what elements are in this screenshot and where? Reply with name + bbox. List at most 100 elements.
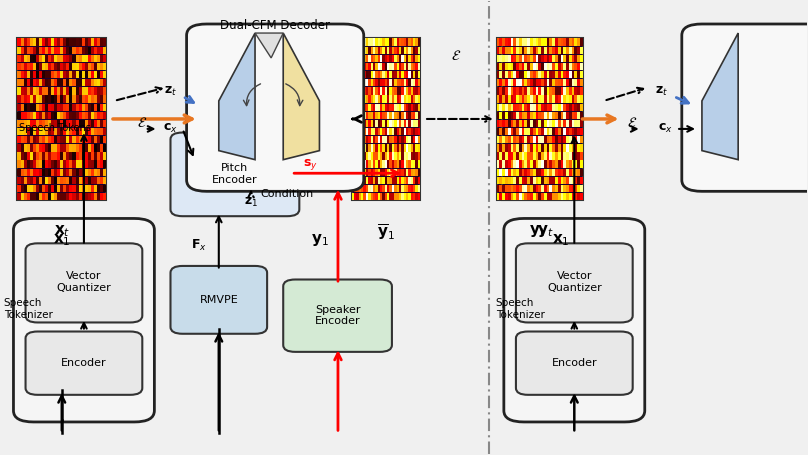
Bar	[375, 169, 377, 176]
Text: $\mathbf{x}_t$: $\mathbf{x}_t$	[53, 223, 70, 239]
Bar	[507, 144, 511, 152]
Bar	[499, 38, 502, 46]
Bar	[57, 87, 61, 95]
Bar	[513, 161, 516, 168]
Bar	[385, 120, 387, 127]
Bar	[561, 161, 563, 168]
Bar	[530, 185, 532, 192]
Bar	[513, 79, 516, 86]
Bar	[536, 193, 538, 200]
Bar	[69, 193, 73, 200]
Bar	[519, 144, 522, 152]
Bar	[561, 71, 563, 78]
Bar	[75, 38, 78, 46]
Bar	[555, 55, 558, 62]
Bar	[522, 96, 524, 103]
Bar	[566, 161, 569, 168]
Bar	[418, 152, 420, 160]
Bar	[403, 96, 406, 103]
Bar	[577, 177, 580, 184]
Bar	[351, 193, 354, 200]
Bar	[507, 71, 511, 78]
Bar	[82, 120, 85, 127]
Bar	[522, 111, 524, 119]
Bar	[546, 38, 549, 46]
Bar	[418, 161, 420, 168]
Bar	[522, 128, 524, 135]
Bar	[563, 38, 566, 46]
Bar	[541, 96, 544, 103]
Bar	[54, 87, 57, 95]
Bar	[563, 87, 566, 95]
Bar	[69, 152, 73, 160]
Bar	[516, 87, 519, 95]
Bar	[580, 111, 583, 119]
Bar	[511, 161, 513, 168]
Bar	[373, 161, 375, 168]
Bar	[566, 152, 569, 160]
Bar	[368, 96, 371, 103]
Bar	[78, 103, 82, 111]
Bar	[48, 193, 51, 200]
Bar	[566, 169, 569, 176]
Bar	[397, 185, 399, 192]
Bar	[522, 38, 524, 46]
Bar	[516, 169, 519, 176]
Bar	[519, 87, 522, 95]
Bar	[354, 152, 356, 160]
Bar	[569, 136, 571, 143]
Bar	[23, 144, 27, 152]
Bar	[356, 169, 359, 176]
Bar	[51, 55, 54, 62]
Bar	[371, 120, 373, 127]
Bar	[522, 120, 524, 127]
Bar	[552, 193, 555, 200]
Bar	[375, 152, 377, 160]
Bar	[566, 120, 569, 127]
Bar	[382, 38, 385, 46]
Bar	[63, 152, 66, 160]
Bar	[39, 71, 42, 78]
Bar	[57, 96, 61, 103]
Bar	[90, 46, 94, 54]
Bar	[364, 144, 366, 152]
Bar	[368, 152, 371, 160]
Bar	[366, 38, 368, 46]
Bar	[549, 128, 552, 135]
Bar	[366, 136, 368, 143]
Bar	[408, 55, 410, 62]
Bar	[20, 96, 23, 103]
Bar	[88, 79, 90, 86]
Bar	[574, 185, 577, 192]
Bar	[566, 128, 569, 135]
Bar	[530, 193, 532, 200]
Bar	[566, 87, 569, 95]
Bar	[90, 152, 94, 160]
Bar	[97, 161, 100, 168]
Bar	[410, 152, 413, 160]
Bar	[389, 136, 392, 143]
Bar	[418, 111, 420, 119]
Bar	[413, 152, 415, 160]
Bar	[385, 161, 387, 168]
Bar	[36, 144, 39, 152]
Bar	[569, 152, 571, 160]
Bar	[505, 144, 507, 152]
Bar	[66, 193, 69, 200]
Bar	[538, 55, 541, 62]
Bar	[524, 111, 527, 119]
Bar	[78, 79, 82, 86]
Bar	[373, 46, 375, 54]
Bar	[536, 38, 538, 46]
Bar	[563, 152, 566, 160]
Bar	[356, 193, 359, 200]
Bar	[69, 38, 73, 46]
Bar	[392, 111, 394, 119]
Bar	[505, 71, 507, 78]
Bar	[532, 185, 536, 192]
Bar	[538, 136, 541, 143]
Text: $\mathbf{s}_y$: $\mathbf{s}_y$	[303, 157, 318, 172]
Bar	[410, 128, 413, 135]
Bar	[507, 169, 511, 176]
Bar	[366, 87, 368, 95]
